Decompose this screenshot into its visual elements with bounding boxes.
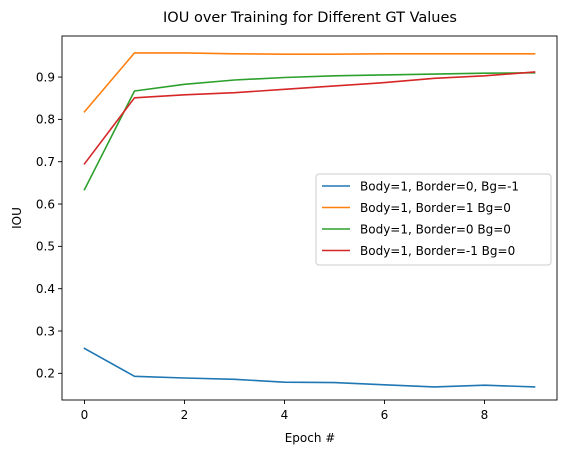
y-tick-label: 0.7 <box>36 155 55 169</box>
series-line-0 <box>83 347 536 388</box>
legend: Body=1, Border=0, Bg=-1 Body=1, Border=1 … <box>315 173 552 266</box>
y-axis-label: IOU <box>10 207 24 229</box>
legend-label-0: Body=1, Border=0, Bg=-1 <box>360 179 519 193</box>
chart-title: IOU over Training for Different GT Value… <box>163 10 457 26</box>
legend-label-1: Body=1, Border=1 Bg=0 <box>360 201 511 215</box>
x-tick-label: 0 <box>81 408 89 422</box>
legend-label-3: Body=1, Border=-1 Bg=0 <box>360 244 515 258</box>
y-tick-label: 0.4 <box>36 282 55 296</box>
plot-frame <box>61 35 558 401</box>
x-tick-label: 6 <box>381 408 389 422</box>
x-tick-label: 2 <box>181 408 189 422</box>
x-tick-label: 8 <box>481 408 489 422</box>
y-tick-label: 0.9 <box>36 70 55 84</box>
series-line-2 <box>83 71 536 191</box>
series-line-1 <box>83 52 536 113</box>
legend-box <box>315 173 552 266</box>
series-line-3 <box>83 71 536 165</box>
y-tick-label: 0.8 <box>36 113 55 127</box>
y-tick-label: 0.6 <box>36 197 55 211</box>
y-tick-label: 0.2 <box>36 367 55 381</box>
y-tick-label: 0.5 <box>36 240 55 254</box>
y-axis: 0.2 0.3 0.4 0.5 0.6 0.7 0.8 0.9 <box>36 70 62 381</box>
x-axis: 0 2 4 6 8 <box>81 400 489 422</box>
y-tick-label: 0.3 <box>36 324 55 338</box>
x-tick-label: 4 <box>281 408 289 422</box>
plot-area <box>61 35 558 401</box>
legend-label-2: Body=1, Border=0 Bg=0 <box>360 222 511 236</box>
x-axis-label: Epoch # <box>285 431 336 445</box>
